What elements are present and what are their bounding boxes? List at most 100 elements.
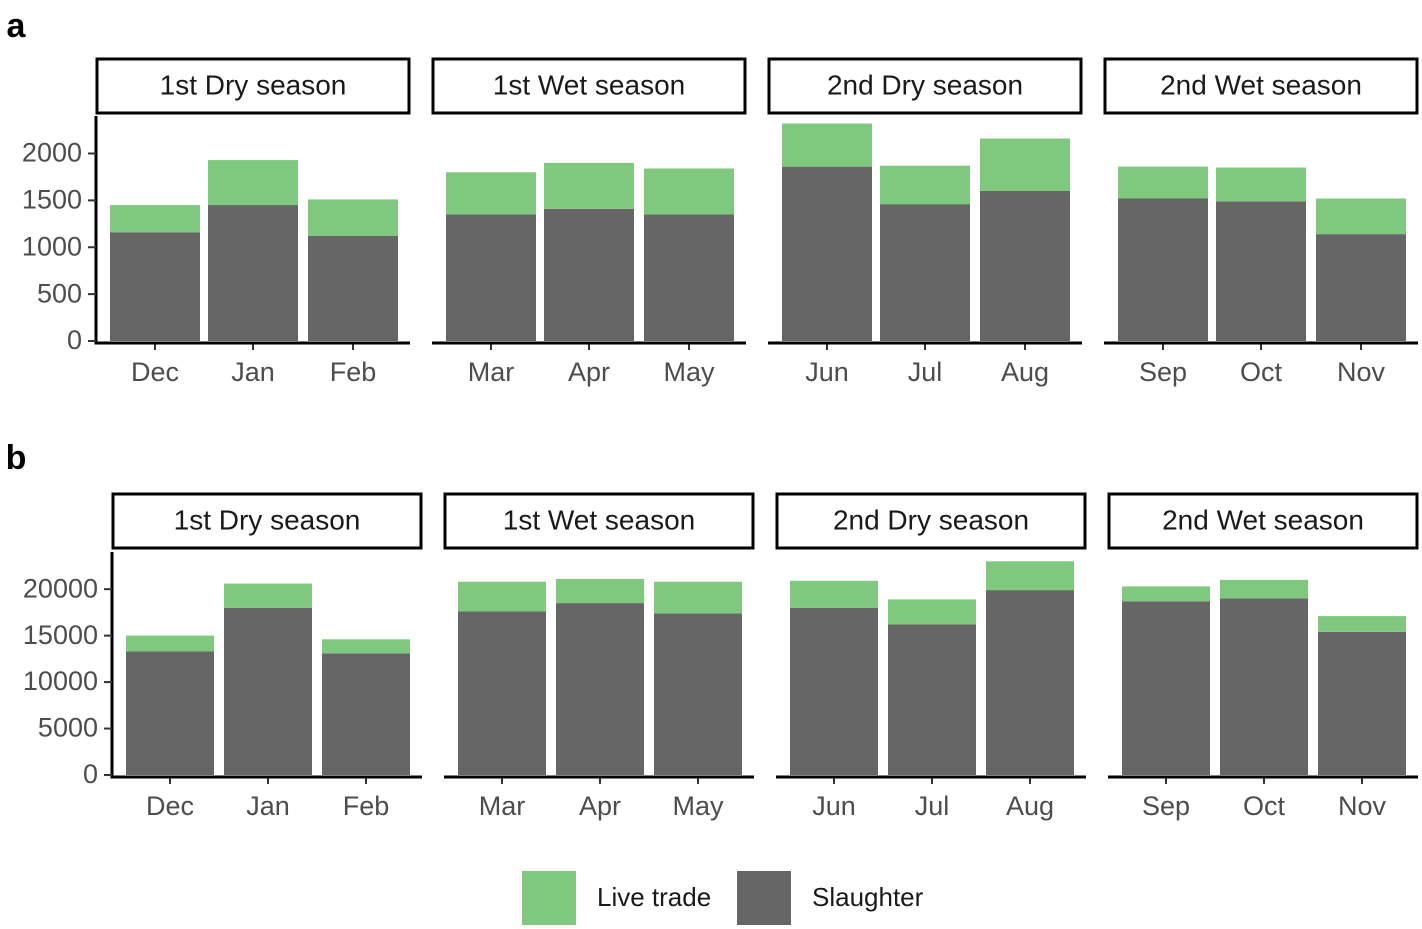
x-tick-label-jun: Jun <box>805 357 849 387</box>
bar-slaughter-apr <box>556 603 644 775</box>
facet-strip-label: 1st Dry season <box>174 504 361 535</box>
bar-live-trade-nov <box>1318 616 1406 632</box>
bar-slaughter-may <box>654 613 742 775</box>
x-tick-label-feb: Feb <box>330 357 377 387</box>
bar-slaughter-sep <box>1122 601 1210 775</box>
facet-strip-label: 2nd Wet season <box>1162 504 1364 535</box>
y-tick-label: 10000 <box>23 666 98 696</box>
bar-live-trade-sep <box>1118 166 1208 199</box>
x-tick-label-nov: Nov <box>1338 791 1387 821</box>
facet-strip-box <box>111 492 423 550</box>
x-tick-label-may: May <box>663 357 715 387</box>
facet-strip-box <box>95 57 411 115</box>
x-tick-label-oct: Oct <box>1243 791 1286 821</box>
bar-slaughter-oct <box>1220 598 1308 775</box>
x-tick-label-mar: Mar <box>468 357 515 387</box>
bar-slaughter-sep <box>1118 198 1208 341</box>
legend-label-live-trade: Live trade <box>597 882 711 912</box>
bar-slaughter-aug <box>986 590 1074 775</box>
bar-live-trade-nov <box>1316 198 1406 235</box>
facet-strip-label: 2nd Dry season <box>827 69 1023 100</box>
bar-live-trade-aug <box>980 138 1070 191</box>
bar-slaughter-jan <box>208 205 298 341</box>
bar-slaughter-jul <box>888 624 976 775</box>
bar-live-trade-jan <box>208 160 298 206</box>
bar-live-trade-mar <box>458 581 546 612</box>
y-tick-label: 2000 <box>22 138 82 168</box>
bar-slaughter-jun <box>790 607 878 775</box>
bar-slaughter-mar <box>446 214 536 341</box>
bar-slaughter-nov <box>1316 234 1406 341</box>
facet-strip-box <box>443 492 755 550</box>
bar-live-trade-may <box>644 168 734 215</box>
x-tick-label-jul: Jul <box>915 791 950 821</box>
x-tick-label-dec: Dec <box>146 791 194 821</box>
bar-live-trade-jul <box>888 599 976 625</box>
facet-strip-label: 1st Wet season <box>503 504 695 535</box>
bar-live-trade-may <box>654 581 742 614</box>
facet-strip-box <box>775 492 1087 550</box>
panel-label-a: a <box>7 7 27 45</box>
x-tick-label-jun: Jun <box>812 791 856 821</box>
bar-slaughter-aug <box>980 191 1070 341</box>
x-tick-label-aug: Aug <box>1006 791 1054 821</box>
legend-key-live-trade <box>522 871 576 925</box>
y-tick-label: 5000 <box>38 713 98 743</box>
facet-strip-label: 2nd Wet season <box>1160 69 1362 100</box>
bar-live-trade-dec <box>110 205 200 233</box>
bar-slaughter-jan <box>224 607 312 775</box>
bar-slaughter-may <box>644 214 734 341</box>
x-tick-label-sep: Sep <box>1142 791 1190 821</box>
bar-slaughter-dec <box>126 651 214 775</box>
x-tick-label-mar: Mar <box>479 791 526 821</box>
x-tick-label-apr: Apr <box>579 791 621 821</box>
bar-live-trade-feb <box>322 639 410 654</box>
bar-slaughter-mar <box>458 611 546 775</box>
facet-strip-box <box>431 57 747 115</box>
y-tick-label: 0 <box>67 325 82 355</box>
facet-strip-box <box>767 57 1083 115</box>
x-tick-label-jul: Jul <box>908 357 943 387</box>
y-tick-label: 15000 <box>23 620 98 650</box>
bar-live-trade-feb <box>308 199 398 236</box>
legend-key-slaughter <box>737 871 791 925</box>
y-tick-label: 1000 <box>22 231 82 261</box>
bar-live-trade-sep <box>1122 586 1210 602</box>
bar-live-trade-oct <box>1216 167 1306 202</box>
bar-slaughter-feb <box>308 236 398 341</box>
x-tick-label-apr: Apr <box>568 357 610 387</box>
bar-live-trade-jan <box>224 583 312 608</box>
x-tick-label-dec: Dec <box>131 357 179 387</box>
x-tick-label-may: May <box>672 791 724 821</box>
bar-live-trade-apr <box>544 162 634 209</box>
legend-label-slaughter: Slaughter <box>812 882 924 912</box>
bar-live-trade-jun <box>790 580 878 608</box>
panel-label-b: b <box>6 439 27 477</box>
bar-slaughter-apr <box>544 208 634 341</box>
x-tick-label-jan: Jan <box>246 791 290 821</box>
y-tick-label: 500 <box>37 278 82 308</box>
x-tick-label-jan: Jan <box>231 357 275 387</box>
bar-slaughter-feb <box>322 653 410 775</box>
x-tick-label-nov: Nov <box>1337 357 1386 387</box>
bar-live-trade-oct <box>1220 579 1308 599</box>
y-tick-label: 20000 <box>23 573 98 603</box>
x-tick-label-aug: Aug <box>1001 357 1049 387</box>
y-tick-label: 0 <box>83 759 98 789</box>
bar-slaughter-nov <box>1318 631 1406 775</box>
bar-live-trade-apr <box>556 578 644 604</box>
bar-live-trade-aug <box>986 561 1074 591</box>
facet-strip-label: 1st Wet season <box>493 69 685 100</box>
bar-live-trade-dec <box>126 635 214 652</box>
facet-strip-box <box>1103 57 1419 115</box>
bar-slaughter-jun <box>782 166 872 341</box>
facet-strip-label: 2nd Dry season <box>833 504 1029 535</box>
x-tick-label-feb: Feb <box>343 791 390 821</box>
bar-slaughter-jul <box>880 204 970 341</box>
bar-live-trade-jul <box>880 165 970 205</box>
y-tick-label: 1500 <box>22 185 82 215</box>
bar-slaughter-oct <box>1216 201 1306 341</box>
bar-live-trade-mar <box>446 172 536 215</box>
facet-strip-box <box>1107 492 1419 550</box>
